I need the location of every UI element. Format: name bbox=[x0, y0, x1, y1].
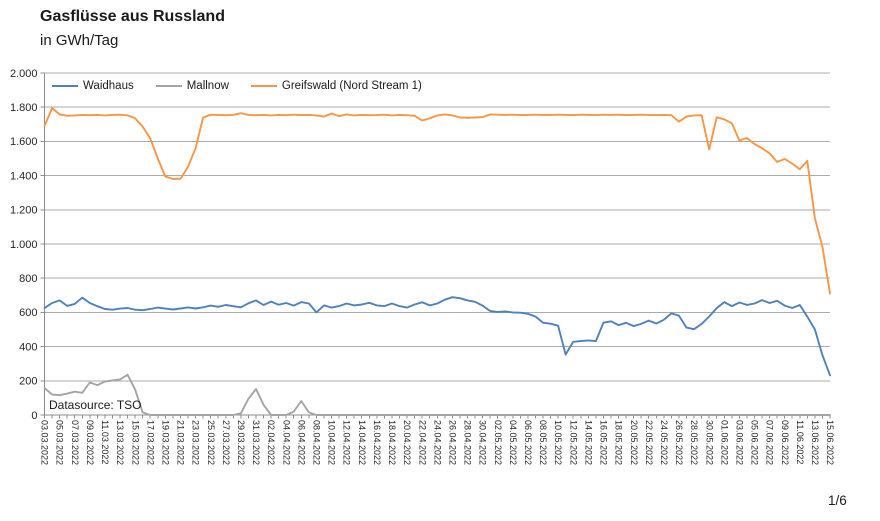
x-tick-label: 31.03.2022 bbox=[251, 420, 261, 465]
y-tick-label: 1.400 bbox=[10, 170, 38, 182]
y-axis-labels: 0 200 400 600 800 1.000 1.200 1.400 1.600 1.800 2.… bbox=[10, 68, 38, 422]
datasource-note: Datasource: TSO bbox=[49, 398, 142, 412]
mallnow-line-swatch bbox=[155, 85, 182, 87]
x-tick-label: 11.03.2022 bbox=[100, 420, 110, 464]
legend-label-waidhaus: Waidhaus bbox=[83, 80, 134, 92]
x-tick-label: 06.05.2022 bbox=[523, 420, 533, 465]
x-tick-label: 07.03.2022 bbox=[70, 420, 80, 465]
x-tick-label: 04.05.2022 bbox=[508, 420, 518, 465]
x-tick-label: 15.06.2022 bbox=[825, 420, 835, 465]
chart-legend: Waidhaus Mallnow Greifswald (Nord Stream… bbox=[52, 80, 422, 92]
x-tick-label: 07.06.2022 bbox=[765, 420, 775, 465]
y-tick-label: 1.800 bbox=[10, 102, 38, 114]
x-tick-label: 25.03.2022 bbox=[206, 420, 216, 465]
page-indicator: 1/6 bbox=[828, 493, 847, 508]
x-axis-labels: 03.03.2022 05.03.2022 07.03.2022 09.03.2022… bbox=[40, 420, 836, 465]
x-tick-label: 21.03.2022 bbox=[176, 420, 186, 465]
x-tick-label: 16.04.2022 bbox=[372, 420, 382, 465]
series-waidhaus bbox=[43, 296, 831, 377]
x-tick-label: 20.05.2022 bbox=[629, 420, 639, 465]
x-tick-label: 05.03.2022 bbox=[55, 420, 65, 465]
x-tick-label: 22.04.2022 bbox=[417, 420, 427, 465]
y-tick-label: 200 bbox=[19, 376, 37, 388]
y-tick-label: 1.000 bbox=[10, 239, 38, 251]
x-tick-label: 24.05.2022 bbox=[659, 420, 669, 465]
legend-label-mallnow: Mallnow bbox=[186, 80, 229, 92]
x-tick-label: 29.03.2022 bbox=[236, 420, 246, 465]
x-tick-label: 30.04.2022 bbox=[478, 420, 488, 465]
legend-item-greifswald: Greifswald (Nord Stream 1) bbox=[250, 80, 422, 92]
series-mallnow bbox=[43, 373, 831, 416]
x-tick-label: 18.05.2022 bbox=[614, 420, 624, 465]
x-tick-label: 12.04.2022 bbox=[342, 420, 352, 465]
legend-item-mallnow: Mallnow bbox=[155, 80, 229, 92]
x-tick-label: 12.05.2022 bbox=[568, 420, 578, 465]
x-tick-label: 10.04.2022 bbox=[327, 420, 337, 465]
x-tick-label: 20.04.2022 bbox=[402, 420, 412, 465]
x-tick-label: 08.04.2022 bbox=[312, 420, 322, 465]
x-tick-label: 22.05.2022 bbox=[644, 420, 654, 465]
page-title: Gasflüsse aus Russland bbox=[40, 8, 225, 25]
y-tick-label: 0 bbox=[31, 410, 37, 422]
x-tick-label: 03.03.2022 bbox=[40, 420, 50, 465]
x-tick-label: 01.06.2022 bbox=[719, 420, 729, 465]
y-tick-label: 600 bbox=[19, 307, 37, 319]
legend-label-greifswald: Greifswald (Nord Stream 1) bbox=[281, 80, 422, 92]
x-tick-label: 03.06.2022 bbox=[734, 420, 744, 465]
x-tick-label: 26.04.2022 bbox=[447, 420, 457, 465]
greifswald-line-swatch bbox=[250, 85, 277, 87]
y-tick-label: 2.000 bbox=[10, 68, 38, 80]
waidhaus-line-swatch bbox=[52, 85, 78, 87]
y-tick-label: 800 bbox=[19, 273, 37, 285]
x-tick-label: 10.05.2022 bbox=[553, 420, 563, 465]
series-greifswald-nord-stream-1 bbox=[43, 107, 831, 295]
x-tick-label: 02.05.2022 bbox=[493, 420, 503, 465]
x-tick-label: 05.06.2022 bbox=[750, 420, 760, 465]
x-tick-label: 28.05.2022 bbox=[689, 420, 699, 465]
x-tick-label: 27.03.2022 bbox=[221, 420, 231, 465]
x-tick-label: 09.03.2022 bbox=[85, 420, 95, 465]
x-tick-label: 17.03.2022 bbox=[145, 420, 155, 465]
x-tick-label: 02.04.2022 bbox=[266, 420, 276, 465]
x-tick-label: 11.06.2022 bbox=[795, 420, 805, 464]
x-tick-label: 28.04.2022 bbox=[463, 420, 473, 465]
x-tick-label: 13.06.2022 bbox=[810, 420, 820, 465]
x-tick-label: 16.05.2022 bbox=[599, 420, 609, 465]
y-tick-label: 1.600 bbox=[10, 136, 38, 148]
x-tick-label: 09.06.2022 bbox=[780, 420, 790, 465]
x-tick-label: 13.03.2022 bbox=[115, 420, 125, 465]
x-tick-label: 06.04.2022 bbox=[296, 420, 306, 465]
x-tick-label: 18.04.2022 bbox=[387, 420, 397, 465]
gridlines bbox=[40, 72, 830, 416]
x-tick-label: 04.04.2022 bbox=[281, 420, 291, 465]
x-tick-label: 23.03.2022 bbox=[191, 420, 201, 465]
x-tick-label: 19.03.2022 bbox=[160, 420, 170, 465]
x-tick-label: 26.05.2022 bbox=[674, 420, 684, 465]
x-tick-label: 15.03.2022 bbox=[130, 420, 140, 465]
x-tick-label: 24.04.2022 bbox=[432, 420, 442, 465]
y-tick-label: 1.200 bbox=[10, 205, 38, 217]
legend-item-waidhaus: Waidhaus bbox=[52, 80, 134, 92]
y-tick-label: 400 bbox=[19, 341, 37, 353]
x-tick-label: 08.05.2022 bbox=[538, 420, 548, 465]
page-subtitle: in GWh/Tag bbox=[40, 32, 119, 49]
x-tick-label: 14.05.2022 bbox=[583, 420, 593, 465]
x-tick-label: 30.05.2022 bbox=[704, 420, 714, 465]
x-tick-label: 14.04.2022 bbox=[357, 420, 367, 465]
